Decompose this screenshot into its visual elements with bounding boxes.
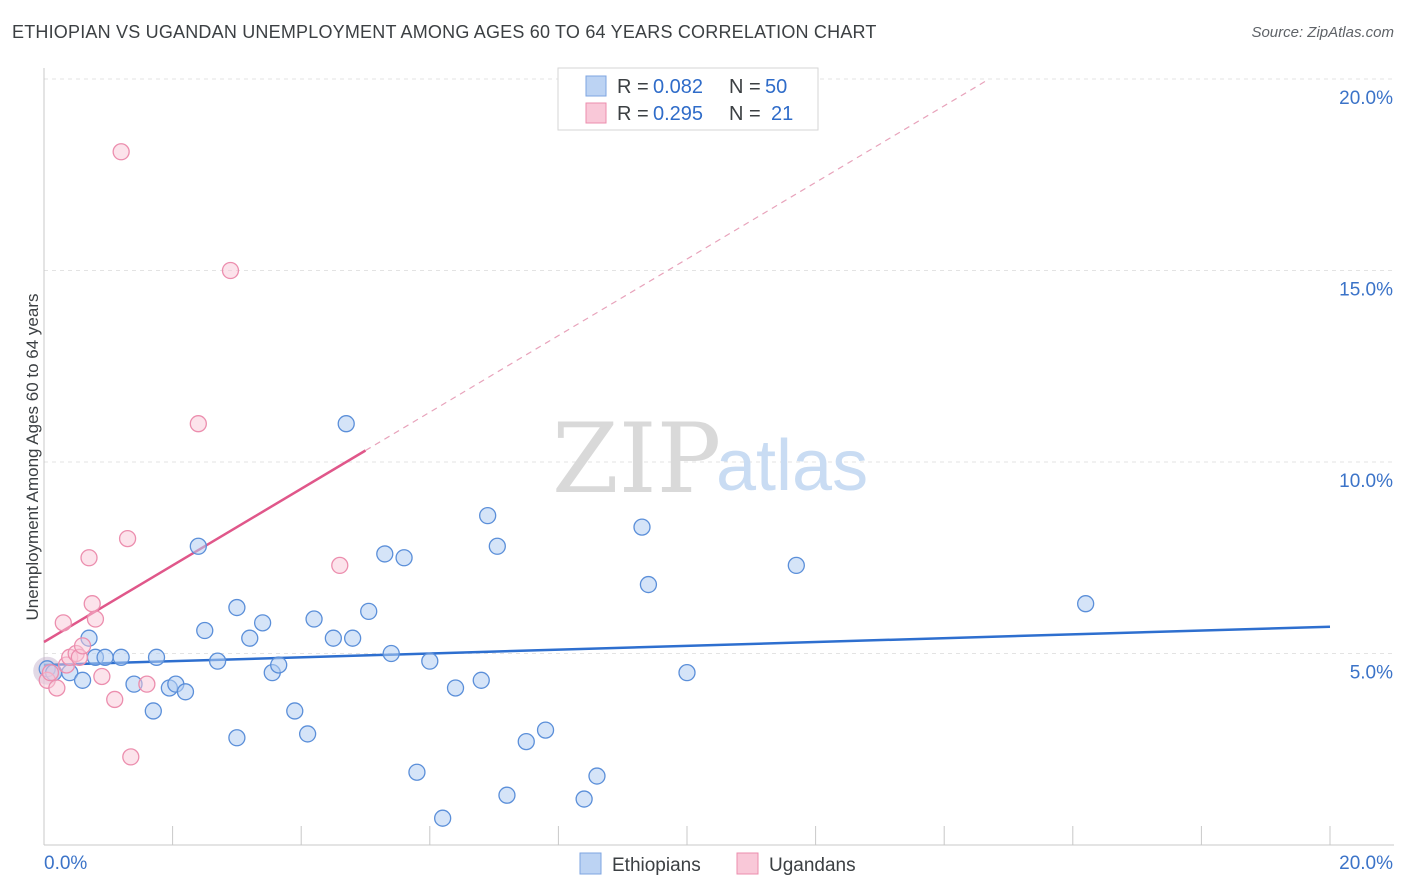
data-point-ethiopians [1077,595,1095,613]
chart-title: ETHIOPIAN VS UGANDAN UNEMPLOYMENT AMONG … [12,22,877,42]
axes [43,68,1394,846]
trend-line-ethiopians [43,625,1331,667]
data-point-ethiopians [324,629,343,647]
data-point-ethiopians [479,506,497,525]
data-point-ethiopians [408,763,426,781]
legend-swatch-ethiopians [585,75,607,97]
data-point-ethiopians [228,729,246,747]
data-point-ethiopians [536,721,555,739]
y-tick-label: 20.0% [1339,88,1393,109]
data-point-ethiopians [376,545,394,563]
data-point-ethiopians [488,537,506,555]
data-point-ugandans [93,667,111,686]
data-point-ethiopians [208,652,227,670]
data-point-ugandans [118,529,137,548]
y-tick-label: 10.0% [1339,471,1393,492]
y-tick-labels: 5.0% 10.0% 15.0% 20.0% [1339,88,1393,684]
legend-swatch-ugandans[interactable] [736,852,759,875]
data-point-ethiopians [472,671,490,689]
data-point-ethiopians [298,725,317,743]
data-point-ugandans [80,549,98,567]
data-point-ethiopians [395,549,413,567]
data-point-ethiopians [228,598,246,617]
legend-swatch-ethiopians[interactable] [579,852,602,875]
data-point-ethiopians [176,683,195,701]
source-label: Source: ZipAtlas.com [1251,24,1394,41]
data-point-ugandans [54,614,72,632]
data-point-ugandans [122,748,140,766]
data-point-ugandans [106,690,124,709]
data-point-ethiopians [96,648,114,666]
data-point-ethiopians [73,671,92,689]
watermark-zip: ZIP [552,403,721,515]
legend-r-label: R = [617,76,649,98]
data-point-ethiopians [286,702,304,720]
legend-r-value: 0.082 [653,76,703,98]
x-tick-labels: 0.0% 20.0% [44,853,1393,874]
data-points [33,143,1095,827]
legend-n-label: N = [729,103,761,125]
data-point-ethiopians [305,610,323,628]
data-point-ugandans [48,679,66,697]
data-point-ugandans [189,415,207,433]
data-point-ethiopians [575,790,593,808]
legend-n-value: 21 [771,103,793,125]
watermark-atlas: atlas [716,426,868,506]
data-point-ethiopians [112,648,130,666]
data-point-ethiopians [498,786,516,804]
legend-item-ugandans[interactable]: Ugandans [769,855,856,876]
data-point-ethiopians [337,415,355,433]
legend-r-value: 0.295 [653,103,703,125]
legend-n-value: 50 [765,76,787,98]
data-point-ugandans [138,675,156,693]
data-point-ethiopians [196,621,214,640]
x-tick-label: 0.0% [44,853,87,874]
data-point-ugandans [73,637,92,655]
trend-line-ugandans-extended [365,78,990,452]
data-point-ethiopians [678,664,696,682]
watermark: ZIP atlas [552,403,868,515]
data-point-ethiopians [639,575,658,594]
data-point-ethiopians [270,656,288,674]
legend-r-label: R = [617,103,649,125]
trend-lines [43,78,1331,667]
data-point-ugandans [86,610,105,628]
data-point-ethiopians [144,702,162,720]
data-point-ethiopians [360,602,378,621]
legend-item-ethiopians[interactable]: Ethiopians [612,855,701,876]
legend-n-label: N = [729,76,761,98]
data-point-ugandans [41,664,60,682]
data-point-ethiopians [189,537,207,555]
data-point-ethiopians [446,679,465,697]
correlation-legend: R = 0.082 N = 50 R = 0.295 N = 21 [557,67,819,131]
data-point-ethiopians [382,644,400,663]
data-point-ugandans [221,261,240,280]
y-tick-label: 5.0% [1350,663,1393,684]
data-point-ethiopians [343,629,362,647]
data-point-ethiopians [517,732,535,751]
x-tick-label: 20.0% [1339,853,1393,874]
y-axis-label: Unemployment Among Ages 60 to 64 years [23,294,42,621]
data-point-ethiopians [421,652,439,670]
series-legend: Ethiopians Ugandans [579,852,856,876]
data-point-ethiopians [147,648,166,666]
data-point-ugandans [331,556,349,575]
data-point-ethiopians [434,809,452,827]
data-point-ethiopians [241,629,259,647]
data-point-ethiopians [633,518,651,536]
grid-lines [44,78,1394,654]
data-point-ethiopians [253,614,272,632]
data-point-ethiopians [588,767,606,785]
legend-swatch-ugandans [585,102,607,124]
data-point-ugandans [83,595,101,613]
y-tick-label: 15.0% [1339,280,1393,301]
data-point-ethiopians [787,556,805,575]
data-point-ugandans [112,143,130,161]
